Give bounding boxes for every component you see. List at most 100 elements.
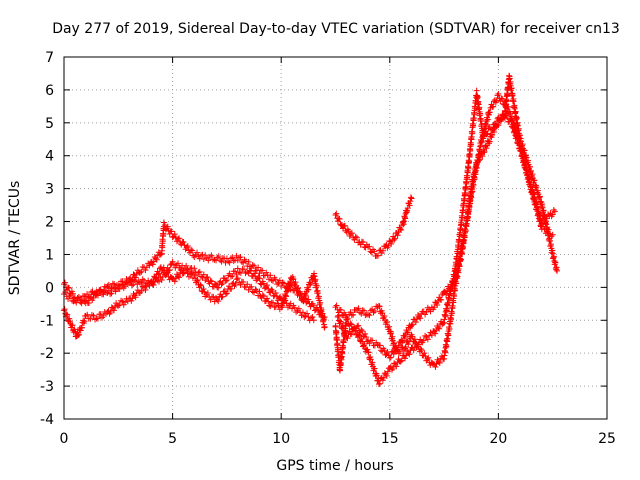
- data-point: [200, 256, 207, 263]
- y-tick-label: 4: [45, 149, 54, 165]
- data-point: [94, 290, 101, 297]
- data-point: [264, 295, 271, 302]
- data-point: [176, 274, 183, 281]
- x-tick-label: 20: [489, 431, 507, 447]
- data-point: [233, 276, 240, 283]
- data-point: [446, 285, 453, 292]
- data-point: [454, 267, 461, 274]
- data-point: [229, 273, 236, 280]
- data-point: [477, 142, 484, 149]
- data-point: [86, 293, 93, 300]
- data-point: [540, 223, 547, 230]
- data-point: [268, 286, 275, 293]
- data-point: [256, 288, 263, 295]
- data-point: [455, 260, 462, 267]
- data-point: [445, 299, 452, 306]
- y-tick-label: 1: [45, 247, 54, 263]
- x-axis-label: GPS time / hours: [276, 458, 393, 474]
- data-point: [457, 251, 464, 258]
- data-point: [332, 211, 339, 218]
- data-point: [350, 311, 357, 318]
- y-tick-label: 7: [45, 50, 54, 66]
- data-point: [260, 293, 267, 300]
- data-point: [272, 276, 279, 283]
- x-tick-label: 10: [272, 431, 290, 447]
- data-point: [240, 259, 247, 266]
- data-point: [411, 336, 418, 343]
- data-point: [381, 313, 388, 320]
- data-point: [382, 351, 389, 358]
- data-point: [420, 308, 427, 315]
- data-point: [270, 299, 277, 306]
- data-point: [347, 231, 354, 238]
- data-point: [81, 318, 88, 325]
- data-point: [362, 330, 369, 337]
- data-point: [311, 273, 318, 280]
- data-point: [169, 258, 176, 265]
- data-point: [193, 277, 200, 284]
- data-point: [427, 329, 434, 336]
- data-point: [464, 174, 471, 181]
- data-point: [483, 145, 490, 152]
- data-point: [462, 228, 469, 235]
- data-point: [194, 277, 201, 284]
- data-point: [384, 318, 391, 325]
- data-point: [354, 323, 361, 330]
- data-point: [198, 282, 205, 289]
- data-point: [474, 158, 481, 165]
- data-point: [222, 278, 229, 285]
- data-point: [337, 318, 344, 325]
- data-point: [425, 354, 432, 361]
- data-point: [532, 196, 539, 203]
- data-point: [513, 115, 520, 122]
- data-point: [392, 235, 399, 242]
- data-point: [381, 347, 388, 354]
- data-point: [507, 110, 514, 117]
- data-point: [335, 312, 342, 319]
- data-point: [443, 307, 450, 314]
- data-point: [188, 246, 195, 253]
- data-point: [366, 243, 373, 250]
- data-point: [191, 265, 198, 272]
- data-point: [423, 309, 430, 316]
- data-point: [333, 210, 340, 217]
- data-point: [448, 310, 455, 317]
- data-marks: [61, 72, 561, 388]
- data-point: [305, 286, 312, 293]
- data-point: [232, 280, 239, 287]
- data-point: [251, 262, 258, 269]
- data-point: [265, 298, 272, 305]
- data-point: [310, 317, 317, 324]
- data-point: [103, 284, 110, 291]
- data-point: [379, 247, 386, 254]
- data-point: [311, 307, 318, 314]
- data-point: [465, 165, 472, 172]
- data-point: [546, 237, 553, 244]
- data-point: [214, 296, 221, 303]
- data-point: [397, 226, 404, 233]
- data-point: [265, 285, 272, 292]
- data-point: [481, 148, 488, 155]
- data-point: [416, 313, 423, 320]
- data-point: [486, 109, 493, 116]
- data-point: [352, 233, 359, 240]
- data-point: [204, 273, 211, 280]
- data-point: [424, 356, 431, 363]
- data-point: [267, 272, 274, 279]
- data-point: [227, 273, 234, 280]
- data-point: [229, 254, 236, 261]
- data-point: [460, 207, 467, 214]
- data-point: [471, 175, 478, 182]
- data-point: [337, 367, 344, 374]
- data-point: [358, 326, 365, 333]
- data-point: [443, 342, 450, 349]
- data-point: [196, 255, 203, 262]
- data-point: [87, 315, 94, 322]
- data-point: [222, 291, 229, 298]
- y-tick-label: 3: [45, 182, 54, 198]
- data-point: [376, 380, 383, 387]
- data-point: [143, 280, 150, 287]
- data-point: [207, 277, 214, 284]
- data-point: [549, 231, 556, 238]
